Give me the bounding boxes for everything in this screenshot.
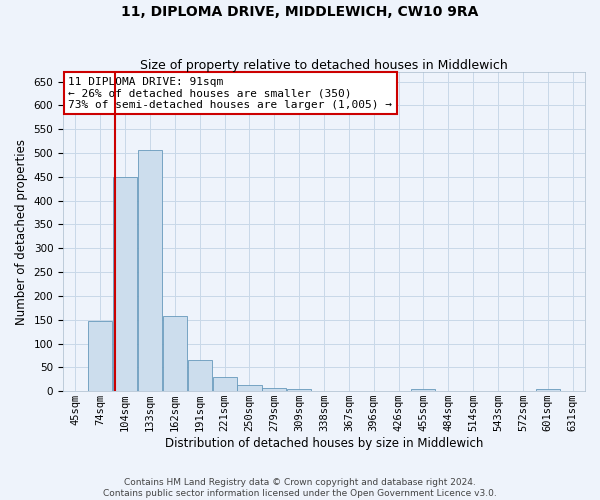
- Bar: [412, 389, 436, 391]
- Bar: [212, 377, 236, 391]
- Bar: [536, 389, 560, 391]
- Bar: [163, 316, 187, 391]
- Bar: [287, 389, 311, 391]
- Text: 11, DIPLOMA DRIVE, MIDDLEWICH, CW10 9RA: 11, DIPLOMA DRIVE, MIDDLEWICH, CW10 9RA: [121, 5, 479, 19]
- Y-axis label: Number of detached properties: Number of detached properties: [15, 138, 28, 324]
- Bar: [262, 388, 286, 391]
- X-axis label: Distribution of detached houses by size in Middlewich: Distribution of detached houses by size …: [165, 437, 483, 450]
- Bar: [238, 386, 262, 391]
- Bar: [138, 150, 162, 391]
- Bar: [113, 177, 137, 391]
- Text: Contains HM Land Registry data © Crown copyright and database right 2024.
Contai: Contains HM Land Registry data © Crown c…: [103, 478, 497, 498]
- Text: 11 DIPLOMA DRIVE: 91sqm
← 26% of detached houses are smaller (350)
73% of semi-d: 11 DIPLOMA DRIVE: 91sqm ← 26% of detache…: [68, 77, 392, 110]
- Bar: [88, 321, 112, 391]
- Title: Size of property relative to detached houses in Middlewich: Size of property relative to detached ho…: [140, 59, 508, 72]
- Bar: [188, 360, 212, 391]
